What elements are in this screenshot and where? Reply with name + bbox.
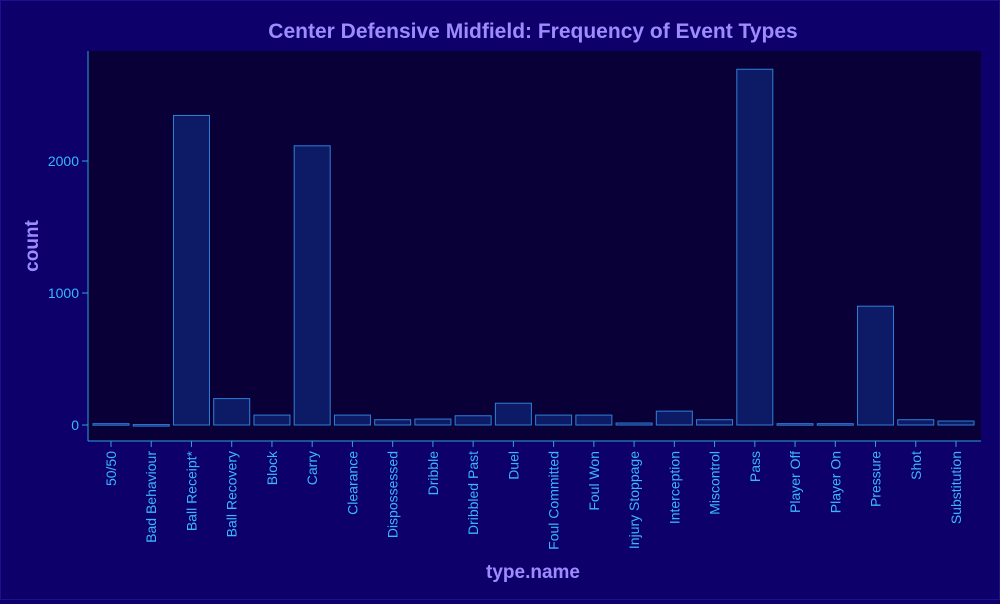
bar [937, 420, 975, 426]
x-tick-label: Shot [908, 451, 924, 480]
x-tick-label: Ball Receipt* [183, 450, 199, 531]
bar [374, 419, 412, 426]
chart-title: Center Defensive Midfield: Frequency of … [268, 20, 797, 43]
x-tick-label: Ball Recovery [224, 451, 240, 537]
bar [535, 414, 573, 426]
y-tick-label: 1000 [48, 285, 79, 301]
bar [172, 114, 210, 426]
bar [696, 419, 734, 426]
x-tick-label: Dispossessed [385, 451, 401, 538]
x-tick-label: Injury Stoppage [626, 451, 642, 549]
x-tick-label: Miscontrol [707, 451, 723, 515]
bar [897, 419, 935, 426]
x-tick-label: Player On [827, 451, 843, 513]
bar [92, 423, 130, 426]
bar [575, 414, 613, 426]
bar [414, 418, 452, 426]
x-axis-label: type.name [486, 562, 580, 583]
y-ticks-group: 0 1000 2000 [48, 153, 88, 433]
bars-group [92, 68, 975, 427]
x-ticks-group: 50/50 Bad Behaviour Ball Receipt* Ball Reco… [103, 441, 964, 550]
x-tick-label: Pressure [868, 451, 884, 507]
plot-area [88, 51, 981, 441]
x-tick-label: Dribbled Past [465, 451, 481, 535]
x-tick-label: Pass [747, 451, 763, 482]
bar [655, 410, 693, 426]
bar [253, 414, 291, 426]
x-tick-label: Carry [304, 451, 320, 485]
x-tick-label: Clearance [344, 451, 360, 515]
bar [132, 424, 170, 427]
x-tick-label: Dribble [425, 451, 441, 496]
bar [736, 68, 774, 426]
x-tick-label: 50/50 [103, 451, 119, 486]
bar [494, 402, 532, 426]
x-tick-label: Foul Won [586, 451, 602, 511]
x-tick-label: Duel [505, 451, 521, 480]
bar [816, 423, 854, 426]
bar [293, 145, 331, 426]
y-axis-label: count [22, 219, 43, 271]
y-tick-label: 0 [71, 417, 79, 433]
x-tick-label: Interception [666, 451, 682, 524]
bar [857, 305, 895, 426]
bar [615, 422, 653, 426]
y-tick-label: 2000 [48, 153, 79, 169]
bar [213, 398, 251, 426]
x-tick-label: Substitution [948, 451, 964, 524]
x-tick-label: Bad Behaviour [143, 451, 159, 543]
x-tick-label: Block [264, 450, 280, 485]
x-tick-label: Foul Committed [546, 451, 562, 550]
bar [454, 415, 492, 426]
bar [333, 414, 371, 426]
bar [776, 423, 814, 426]
x-tick-label: Player Off [787, 451, 803, 513]
